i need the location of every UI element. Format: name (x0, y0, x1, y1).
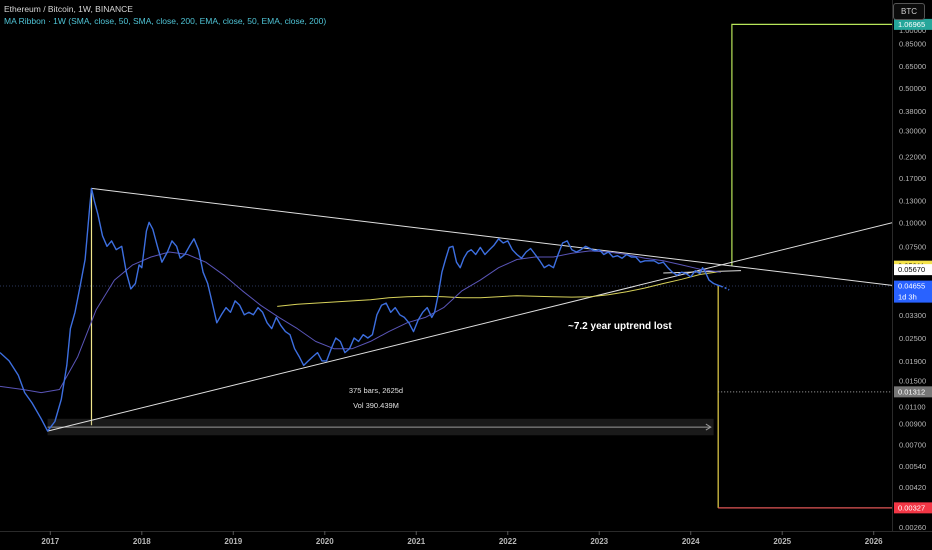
ma-yellow-line (277, 270, 721, 307)
y-tick-label: 0.01500 (899, 377, 926, 386)
y-tick-label: 0.01900 (899, 357, 926, 366)
annotation-uptrend-lost: ~7.2 year uptrend lost (568, 321, 672, 332)
currency-btc-button[interactable]: BTC (893, 3, 925, 20)
date-range-arrowhead (705, 423, 712, 431)
x-tick-label: 2024 (682, 537, 700, 546)
y-tick-label: 0.00540 (899, 462, 926, 471)
y-tick-label: 0.38000 (899, 107, 926, 116)
y-tick-label: 0.17000 (899, 174, 926, 183)
price-tag (894, 264, 932, 276)
price-tag-sublabel: 1d 3h (898, 293, 917, 302)
price-tail (720, 285, 730, 291)
x-tick-label: 2025 (773, 537, 791, 546)
x-tick-label: 2022 (499, 537, 517, 546)
y-tick-label: 0.50000 (899, 84, 926, 93)
x-tick-label: 2021 (407, 537, 425, 546)
chart-legend-ma-ribbon: MA Ribbon · 1W (SMA, close, 50, SMA, clo… (4, 16, 327, 26)
price-tag-label: 0.04655 (898, 282, 925, 291)
x-tick-label: 2018 (133, 537, 151, 546)
x-tick-label: 2019 (224, 537, 242, 546)
y-tick-label: 0.10000 (899, 218, 926, 227)
y-tick-label: 0.00900 (899, 419, 926, 428)
y-tick-label: 0.00260 (899, 523, 926, 532)
y-tick-label: 0.13000 (899, 196, 926, 205)
chart-legend-title: Ethereum / Bitcoin, 1W, BINANCE (4, 4, 133, 14)
y-tick-label: 0.01100 (899, 403, 926, 412)
y-tick-label: 0.85000 (899, 40, 926, 49)
price-tag (894, 18, 932, 30)
y-tick-label: 0.65000 (899, 62, 926, 71)
x-tick-label: 2026 (865, 537, 883, 546)
price-tag (894, 502, 932, 514)
y-tick-label: 0.30000 (899, 127, 926, 136)
price-tag-label: 0.01312 (898, 387, 925, 396)
y-tick-label: 0.02500 (899, 334, 926, 343)
ascending-trendline (47, 222, 893, 432)
projection-up-box (731, 23, 892, 266)
y-tick-label: 0.03300 (899, 311, 926, 320)
annotation-range-vol: Vol 390.439M (353, 401, 399, 410)
ma-purple-line (0, 250, 721, 394)
price-tag-label: 1.06965 (898, 20, 925, 29)
descending-trendline (91, 187, 893, 286)
annotation-range-bars: 375 bars, 2625d (349, 386, 403, 395)
x-tick-label: 2017 (41, 537, 59, 546)
y-tick-label: 0.00420 (899, 483, 926, 492)
price-line (0, 187, 722, 432)
y-tick-label: 1.00000 (899, 26, 926, 35)
y-tick-label: 0.07500 (899, 242, 926, 251)
wedge-trendline (663, 270, 742, 274)
y-tick-label: 0.22000 (899, 152, 926, 161)
y-tick-label: 0.00700 (899, 440, 926, 449)
price-tag-label: 0.00327 (898, 503, 925, 512)
price-tag (894, 386, 932, 398)
price-tag-label: 0.05670 (898, 265, 925, 274)
price-tag (894, 280, 932, 303)
x-tick-label: 2020 (316, 537, 334, 546)
x-tick-label: 2023 (590, 537, 608, 546)
